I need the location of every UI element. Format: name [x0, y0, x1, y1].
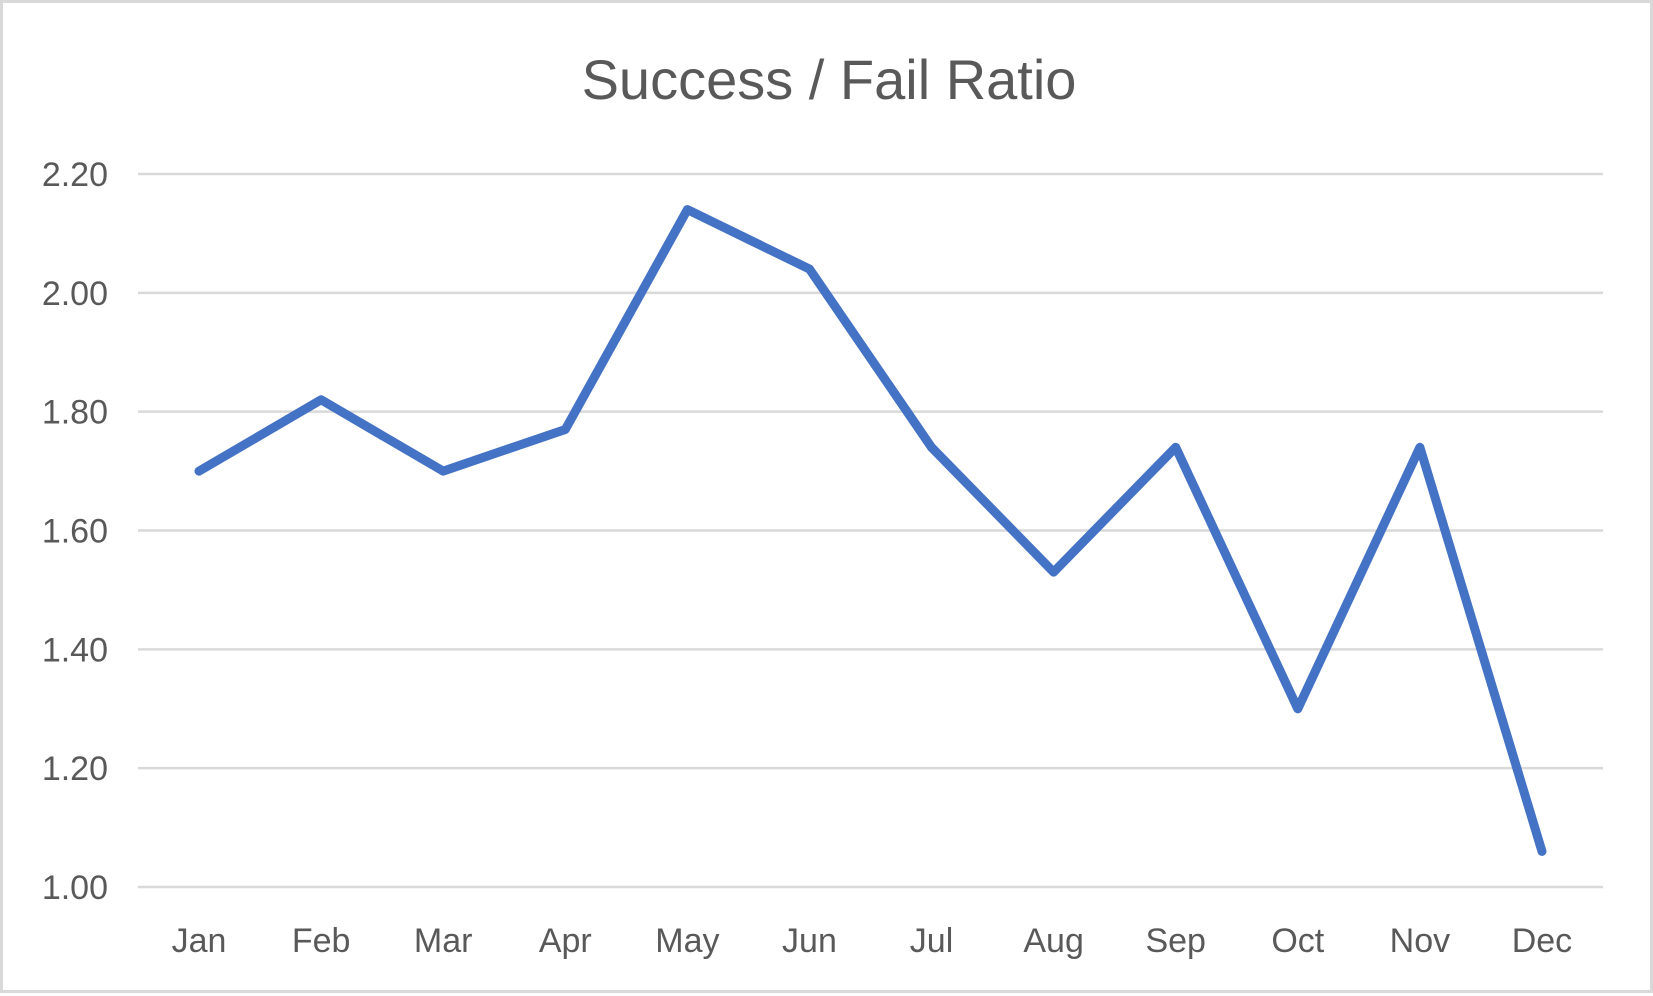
data-point [1297, 708, 1299, 710]
x-tick-label: Jun [782, 922, 837, 960]
y-tick-label: 1.40 [42, 631, 108, 669]
x-tick-label: Feb [292, 922, 351, 960]
data-point [198, 470, 200, 472]
x-tick-label: May [655, 922, 719, 960]
series-line [194, 205, 1547, 856]
y-tick-label: 1.60 [42, 513, 108, 551]
y-tick-label: 2.20 [42, 156, 108, 194]
x-tick-label: Sep [1145, 922, 1206, 960]
data-point [1419, 446, 1421, 448]
data-point [320, 399, 322, 401]
y-tick-label: 1.00 [42, 869, 108, 907]
x-tick-label: Aug [1023, 922, 1084, 960]
data-point [564, 428, 566, 430]
x-tick-label: Apr [539, 922, 592, 960]
x-tick-label: Oct [1271, 922, 1324, 960]
x-tick-label: Nov [1390, 922, 1450, 960]
y-axis-tick-labels: 1.00 1.20 1.40 1.60 1.80 2.00 2.20 [42, 156, 108, 907]
y-tick-label: 1.20 [42, 750, 108, 788]
y-tick-label: 1.80 [42, 394, 108, 432]
data-point [686, 209, 688, 211]
series-layer [194, 205, 1547, 856]
x-tick-label: Dec [1512, 922, 1572, 960]
chart-title: Success / Fail Ratio [582, 48, 1077, 111]
data-point [442, 470, 444, 472]
x-tick-label: Mar [414, 922, 473, 960]
y-tick-label: 2.00 [42, 275, 108, 313]
data-point [1175, 446, 1177, 448]
data-point [808, 268, 810, 270]
x-tick-label: Jan [172, 922, 227, 960]
data-point [931, 446, 933, 448]
data-point [1541, 850, 1543, 852]
gridlines [138, 172, 1603, 889]
line-chart: Success / Fail Ratio 1.00 1.20 1.40 1.60 1.8… [42, 48, 1603, 960]
x-tick-label: Jul [910, 922, 953, 960]
x-axis-tick-labels: Jan Feb Mar Apr May Jun Jul Aug Sep Oct Nov Dec [172, 922, 1573, 960]
data-point [1053, 571, 1055, 573]
